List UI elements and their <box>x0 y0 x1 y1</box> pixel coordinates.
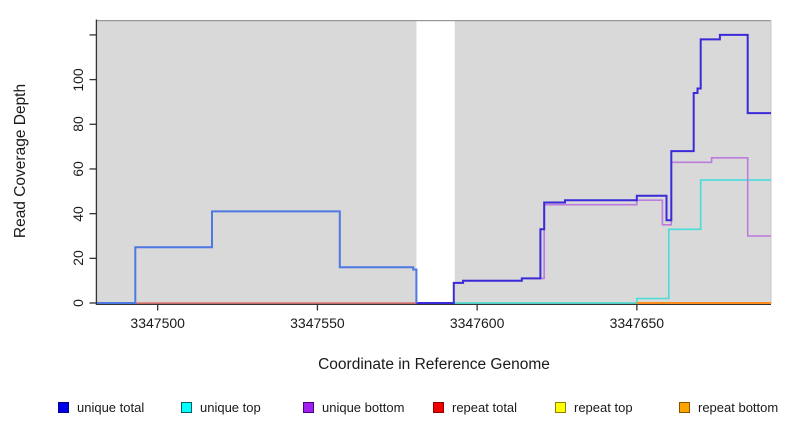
legend-item-unique-top: unique top <box>181 398 261 416</box>
legend-marker-icon <box>181 401 192 413</box>
legend-item-repeat-top: repeat top <box>555 398 633 416</box>
legend-label: repeat top <box>574 399 633 415</box>
legend-label: unique bottom <box>322 399 405 415</box>
y-tick-label: 40 <box>70 205 86 222</box>
legend-item-repeat-bottom: repeat bottom <box>679 398 778 416</box>
legend: unique total unique top unique bottom repea… <box>0 398 792 420</box>
y-tick-label: 0 <box>70 299 86 307</box>
y-tick-label: 100 <box>70 67 86 92</box>
legend-marker-icon <box>433 401 444 413</box>
x-tick-label: 3347500 <box>130 315 185 331</box>
legend-label: repeat total <box>452 399 518 415</box>
legend-marker-icon <box>303 401 314 413</box>
x-tick-label: 3347600 <box>449 315 505 331</box>
legend-marker-icon <box>555 401 566 413</box>
legend-label: unique total <box>77 399 145 415</box>
y-tick-label: 80 <box>70 116 86 133</box>
unique-total-left-line <box>97 210 418 304</box>
x-axis-title: Coordinate in Reference Genome <box>318 356 550 373</box>
y-tick-label: 20 <box>70 250 86 267</box>
legend-item-unique-bottom: unique bottom <box>303 398 404 416</box>
x-tick-label: 3347550 <box>290 315 345 331</box>
legend-label: unique top <box>200 399 261 415</box>
legend-marker-icon <box>679 401 690 413</box>
legend-item-repeat-total: repeat total <box>433 398 517 416</box>
unique-total-right-line <box>416 33 771 304</box>
coverage-gap-band <box>416 21 455 304</box>
y-axis-title: Read Coverage Depth <box>12 83 29 239</box>
y-tick-label: 60 <box>70 161 86 177</box>
legend-marker-icon <box>58 401 69 413</box>
legend-item-unique-total: unique total <box>58 398 144 416</box>
legend-label: repeat bottom <box>698 399 779 415</box>
x-tick-label: 3347650 <box>609 315 665 331</box>
